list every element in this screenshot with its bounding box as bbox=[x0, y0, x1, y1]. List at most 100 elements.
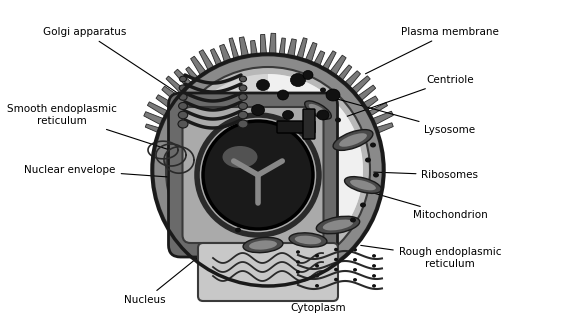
Polygon shape bbox=[145, 124, 161, 133]
Polygon shape bbox=[162, 86, 180, 102]
Ellipse shape bbox=[353, 258, 357, 262]
Ellipse shape bbox=[251, 105, 264, 116]
Polygon shape bbox=[260, 35, 267, 55]
Ellipse shape bbox=[303, 70, 313, 79]
Polygon shape bbox=[229, 38, 239, 60]
Text: Cytoplasm: Cytoplasm bbox=[290, 263, 346, 313]
FancyBboxPatch shape bbox=[303, 109, 315, 139]
Ellipse shape bbox=[178, 111, 188, 119]
Ellipse shape bbox=[323, 219, 353, 230]
Ellipse shape bbox=[360, 203, 366, 208]
Ellipse shape bbox=[334, 258, 338, 261]
Ellipse shape bbox=[179, 85, 187, 91]
Ellipse shape bbox=[316, 216, 360, 234]
Polygon shape bbox=[329, 55, 346, 76]
Ellipse shape bbox=[372, 254, 376, 258]
Text: Rough endoplasmic
reticulum: Rough endoplasmic reticulum bbox=[361, 245, 501, 269]
Polygon shape bbox=[239, 37, 249, 58]
Text: Golgi apparatus: Golgi apparatus bbox=[43, 27, 221, 122]
Polygon shape bbox=[190, 56, 207, 76]
Ellipse shape bbox=[239, 94, 247, 100]
Ellipse shape bbox=[334, 278, 338, 281]
Ellipse shape bbox=[283, 111, 294, 120]
Ellipse shape bbox=[249, 240, 277, 250]
Ellipse shape bbox=[334, 248, 338, 251]
FancyBboxPatch shape bbox=[198, 243, 338, 301]
Polygon shape bbox=[362, 96, 378, 109]
Ellipse shape bbox=[315, 284, 319, 288]
Polygon shape bbox=[375, 123, 393, 133]
Ellipse shape bbox=[238, 120, 248, 128]
Ellipse shape bbox=[203, 121, 313, 229]
Text: Lysosome: Lysosome bbox=[333, 98, 475, 135]
Ellipse shape bbox=[178, 120, 188, 128]
Text: Smooth endoplasmic
reticulum: Smooth endoplasmic reticulum bbox=[7, 104, 173, 151]
Ellipse shape bbox=[317, 110, 329, 120]
Polygon shape bbox=[268, 74, 363, 266]
Ellipse shape bbox=[296, 260, 300, 264]
Ellipse shape bbox=[178, 103, 188, 110]
Ellipse shape bbox=[173, 74, 363, 266]
Polygon shape bbox=[210, 48, 222, 67]
FancyBboxPatch shape bbox=[277, 121, 315, 133]
Ellipse shape bbox=[315, 264, 319, 268]
Ellipse shape bbox=[370, 142, 376, 147]
Polygon shape bbox=[144, 112, 165, 125]
Polygon shape bbox=[314, 51, 325, 67]
Ellipse shape bbox=[372, 274, 376, 278]
Polygon shape bbox=[367, 103, 388, 117]
Ellipse shape bbox=[373, 173, 379, 178]
FancyBboxPatch shape bbox=[169, 93, 337, 257]
Polygon shape bbox=[305, 42, 317, 63]
Polygon shape bbox=[287, 39, 296, 58]
Ellipse shape bbox=[256, 79, 270, 91]
Ellipse shape bbox=[295, 236, 321, 244]
Ellipse shape bbox=[353, 268, 357, 272]
Ellipse shape bbox=[372, 264, 376, 268]
Ellipse shape bbox=[344, 177, 381, 193]
Polygon shape bbox=[357, 85, 376, 102]
Ellipse shape bbox=[315, 274, 319, 278]
Text: Plasma membrane: Plasma membrane bbox=[365, 27, 499, 74]
Ellipse shape bbox=[222, 146, 258, 168]
Text: Nucleus: Nucleus bbox=[124, 227, 236, 305]
Ellipse shape bbox=[365, 157, 371, 162]
Polygon shape bbox=[296, 38, 307, 60]
Polygon shape bbox=[186, 67, 199, 82]
Polygon shape bbox=[166, 76, 185, 94]
Polygon shape bbox=[199, 50, 214, 71]
Ellipse shape bbox=[296, 270, 300, 274]
Ellipse shape bbox=[353, 278, 357, 282]
Polygon shape bbox=[337, 65, 352, 82]
Ellipse shape bbox=[153, 55, 383, 285]
Text: Nuclear envelope: Nuclear envelope bbox=[25, 165, 180, 178]
Ellipse shape bbox=[350, 217, 356, 222]
Polygon shape bbox=[322, 51, 336, 71]
Ellipse shape bbox=[289, 233, 327, 247]
Ellipse shape bbox=[179, 94, 187, 100]
Ellipse shape bbox=[339, 133, 367, 147]
Ellipse shape bbox=[315, 254, 319, 258]
Polygon shape bbox=[251, 41, 258, 56]
Polygon shape bbox=[279, 38, 286, 56]
Ellipse shape bbox=[238, 111, 248, 119]
Text: Centriole: Centriole bbox=[316, 75, 474, 127]
Ellipse shape bbox=[334, 268, 338, 271]
Ellipse shape bbox=[239, 103, 247, 110]
Ellipse shape bbox=[350, 180, 376, 190]
Polygon shape bbox=[344, 71, 360, 88]
Ellipse shape bbox=[239, 85, 247, 91]
Ellipse shape bbox=[309, 104, 327, 116]
Text: Ribosomes: Ribosomes bbox=[374, 170, 478, 180]
Ellipse shape bbox=[296, 280, 300, 284]
Ellipse shape bbox=[320, 88, 326, 93]
Ellipse shape bbox=[166, 67, 370, 273]
Ellipse shape bbox=[305, 101, 331, 119]
Ellipse shape bbox=[335, 118, 341, 123]
FancyBboxPatch shape bbox=[182, 107, 324, 243]
Ellipse shape bbox=[180, 76, 186, 82]
Ellipse shape bbox=[296, 250, 300, 254]
Ellipse shape bbox=[235, 227, 241, 232]
Ellipse shape bbox=[278, 90, 288, 100]
Polygon shape bbox=[174, 69, 192, 88]
